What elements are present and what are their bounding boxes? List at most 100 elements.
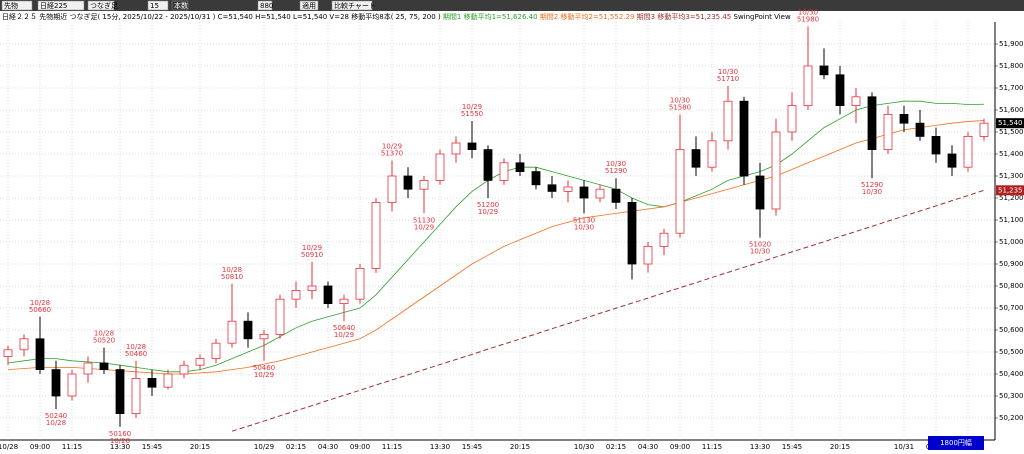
x-tick-label: 09:00 — [670, 443, 690, 451]
toolbar-field — [257, 0, 273, 11]
candle-body — [467, 142, 477, 150]
candle-body — [163, 373, 173, 388]
swing-price: 51130 — [573, 216, 595, 224]
swing-date: 10/28 — [30, 299, 50, 307]
swing-price: 51130 — [413, 216, 435, 224]
x-tick-label: 09:00 — [30, 443, 50, 451]
y-tick-label: 51,800 — [999, 62, 1024, 70]
candle-body — [643, 245, 653, 265]
swing-date: 10/29 — [414, 223, 434, 231]
swing-date: 10/29 — [462, 103, 482, 111]
y-tick-label: 50,400 — [999, 370, 1024, 378]
x-tick-label: 10/31 — [894, 443, 914, 451]
swing-price: 51290 — [605, 167, 627, 175]
x-tick-label: 13:30 — [430, 443, 450, 451]
swing-price: 50460 — [253, 364, 275, 372]
candle-body — [947, 153, 957, 168]
candle-body — [115, 369, 125, 415]
candle-body — [243, 320, 253, 340]
swing-date: 10/30 — [574, 223, 594, 231]
view-label: SwingPoint View — [734, 13, 791, 21]
x-tick-label: 09:00 — [350, 443, 370, 451]
y-tick-label: 51,100 — [999, 216, 1024, 224]
candle-body — [451, 142, 461, 155]
swing-date: 10/30 — [718, 68, 738, 76]
swing-date: 10/30 — [670, 96, 690, 104]
swing-price: 50640 — [333, 324, 355, 332]
chart-title: 日経２２５ 先物期近 つなぎ足( 15分, 2025/10/22 - 2025/… — [2, 12, 216, 21]
candle-body — [819, 65, 829, 76]
y-tick-label: 51,200 — [999, 194, 1024, 202]
swing-price: 50520 — [93, 337, 115, 345]
candle-body — [67, 373, 77, 397]
swing-date: 10/29 — [382, 143, 402, 151]
candle-body — [19, 338, 29, 351]
candle-body — [627, 201, 637, 265]
price-tag — [996, 185, 1024, 196]
candle-body — [131, 377, 141, 414]
y-tick-label: 51,000 — [999, 238, 1024, 246]
range-label: 1800円幅 — [940, 438, 972, 447]
ma-line — [7, 100, 985, 373]
y-tick-label: 51,400 — [999, 150, 1024, 158]
x-tick-label: 13:30 — [110, 443, 130, 451]
candle-body — [83, 362, 93, 375]
candle-body — [787, 105, 797, 133]
candle-body — [99, 362, 109, 370]
swing-price: 51290 — [861, 181, 883, 189]
toolbar-label[interactable]: 比較チャート — [334, 1, 376, 10]
toolbar-label[interactable]: 適用 — [302, 1, 316, 10]
candle-body — [739, 100, 749, 177]
x-tick-label: 15:45 — [782, 443, 802, 451]
candle-body — [211, 342, 221, 360]
candle-body — [307, 285, 317, 291]
toolbar-label: 880 — [260, 2, 273, 10]
candle-body — [531, 171, 541, 186]
x-tick-label: 11:15 — [382, 443, 402, 451]
candle-body — [579, 186, 589, 199]
x-tick-label: 10/30 — [574, 443, 594, 451]
ma-line — [231, 189, 985, 432]
y-tick-label: 50,500 — [999, 348, 1024, 356]
swing-date: 10/28 — [46, 419, 66, 427]
swing-date: 10/28 — [110, 437, 130, 445]
x-tick-label: 15:45 — [462, 443, 482, 451]
swing-date: 10/30 — [606, 160, 626, 168]
x-tick-label: 20:15 — [510, 443, 530, 451]
candle-body — [755, 175, 765, 210]
swing-date: 10/30 — [750, 248, 770, 256]
x-tick-label: 20:15 — [830, 443, 850, 451]
swing-price: 51020 — [749, 241, 771, 249]
candle-body — [611, 188, 621, 203]
price-tag — [996, 118, 1024, 129]
swing-price: 51370 — [381, 150, 403, 158]
swing-date: 10/29 — [478, 208, 498, 216]
ohlcv: C=51,540 H=51,540 L=51,540 V=28 — [218, 13, 349, 21]
candle-body — [323, 285, 333, 305]
swing-date: 10/29 — [302, 244, 322, 252]
swing-price: 51710 — [717, 75, 739, 83]
candle-body — [339, 298, 349, 305]
candle-body — [851, 96, 861, 107]
candle-body — [147, 377, 157, 388]
swing-date: 10/29 — [254, 371, 274, 379]
swing-date: 10/30 — [798, 8, 818, 16]
x-tick-label: 02:15 — [606, 443, 626, 451]
swing-date: 10/30 — [862, 188, 882, 196]
candle-body — [483, 149, 493, 181]
toolbar-field[interactable] — [299, 0, 319, 11]
toolbar-field[interactable] — [331, 0, 373, 11]
range-box — [928, 436, 984, 450]
x-tick-label: 11:15 — [62, 443, 82, 451]
candle-body — [35, 338, 45, 370]
price-tag-label: 51,235 — [998, 186, 1023, 194]
candle-body — [915, 122, 925, 137]
x-tick-label: 10/29 — [254, 443, 274, 451]
toolbar-label: 本数 — [174, 1, 188, 10]
swing-price: 50240 — [45, 412, 67, 420]
candle-body — [707, 140, 717, 168]
y-tick-label: 51,700 — [999, 84, 1024, 92]
x-tick-label: 20:15 — [190, 443, 210, 451]
candle-body — [595, 188, 605, 199]
toolbar-field — [87, 0, 115, 11]
